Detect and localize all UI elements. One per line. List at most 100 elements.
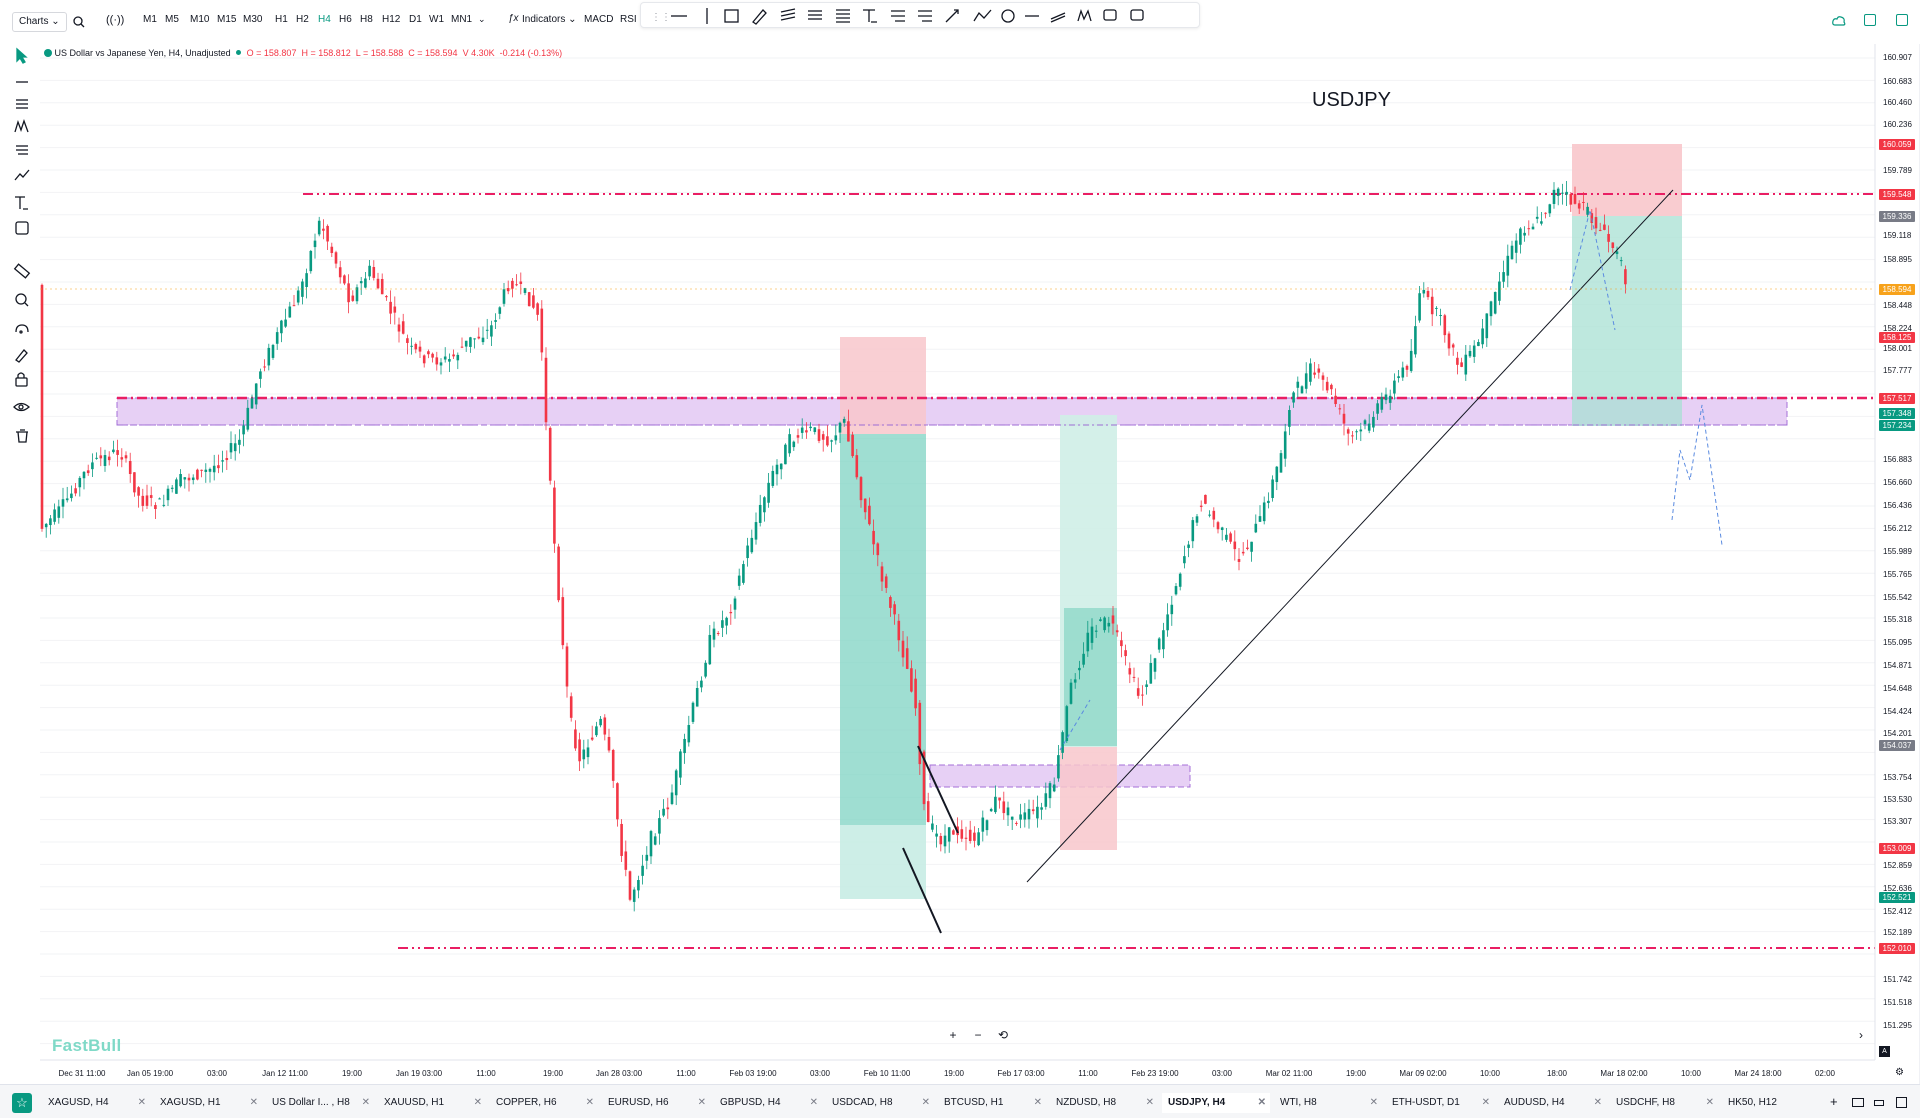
chart-title: USDJPY [1312, 89, 1391, 111]
symbol-tab[interactable]: USDJPY, H4 ✕ [1162, 1093, 1270, 1113]
candle-body [124, 455, 128, 459]
close-tab-icon[interactable]: ✕ [361, 1097, 370, 1108]
candle-body [943, 835, 947, 847]
charts-menu-button[interactable]: Charts ⌄ [12, 12, 67, 32]
close-tab-icon[interactable]: ✕ [473, 1097, 482, 1108]
timeframe-d1[interactable]: D1 [409, 14, 422, 25]
candle-body [1254, 523, 1258, 533]
symbol-tab[interactable]: EURUSD, H6 ✕ [602, 1093, 710, 1113]
timeframe-m30[interactable]: M30 [243, 14, 263, 25]
candle-body [998, 797, 1001, 801]
candle-body [679, 751, 682, 778]
candle-body [1372, 416, 1375, 428]
candle-body [918, 702, 922, 765]
close-tab-icon[interactable]: ✕ [1369, 1097, 1378, 1108]
chart-legend: US Dollar vs Japanese Yen, H4, Unadjuste… [44, 48, 562, 58]
symbol-tab[interactable]: XAGUSD, H4 ✕ [42, 1093, 150, 1113]
close-tab-icon[interactable]: ✕ [1033, 1097, 1042, 1108]
symbol-tab[interactable]: US Dollar I... , H8 ✕ [266, 1093, 374, 1113]
timeframe-h8[interactable]: H8 [360, 14, 373, 25]
symbol-tab[interactable]: ETH-USDT, D1 ✕ [1386, 1093, 1494, 1113]
symbol-tab-label: USDCAD, H8 [832, 1097, 893, 1108]
close-tab-icon[interactable]: ✕ [1705, 1097, 1714, 1108]
price-axis-label: 154.424 [1883, 707, 1912, 716]
symbol-tab[interactable]: AUDUSD, H4 ✕ [1498, 1093, 1606, 1113]
add-tab-icon[interactable]: + [1830, 1094, 1838, 1109]
reset-chart-button[interactable]: ⟲ [997, 1028, 1009, 1042]
timeframe-m15[interactable]: M15 [217, 14, 237, 25]
symbol-tab-label: XAUUSD, H1 [384, 1097, 445, 1108]
close-tab-icon[interactable]: ✕ [1481, 1097, 1490, 1108]
time-axis-label: Jan 28 03:00 [595, 1069, 643, 1078]
timeframe-mn1[interactable]: MN1 [451, 14, 473, 25]
close-tab-icon[interactable]: ✕ [1145, 1097, 1154, 1108]
symbol-tab[interactable]: USDCHF, H8 ✕ [1610, 1093, 1718, 1113]
close-panel-icon[interactable] [1896, 1097, 1907, 1108]
symbol-tab[interactable]: WTI, H8 ✕ [1274, 1093, 1382, 1113]
indicators-button[interactable]: Indicators ⌄ [522, 14, 577, 25]
rsi-button[interactable]: RSI [620, 14, 637, 25]
candle-body [532, 295, 535, 308]
close-tab-icon[interactable]: ✕ [585, 1097, 594, 1108]
close-tab-icon[interactable]: ✕ [809, 1097, 818, 1108]
close-tab-icon[interactable]: ✕ [1593, 1097, 1602, 1108]
favorites-star-icon[interactable]: ☆ [12, 1093, 32, 1113]
external-link-icon[interactable] [1864, 14, 1876, 26]
timeframe-h2[interactable]: H2 [296, 14, 309, 25]
candle-body [897, 620, 901, 641]
close-tab-icon[interactable]: ✕ [921, 1097, 930, 1108]
candle-body [716, 633, 720, 635]
zoom-in-button[interactable]: + [949, 1028, 957, 1042]
symbol-tab[interactable]: COPPER, H6 ✕ [490, 1093, 598, 1113]
compare-icon[interactable]: ((·)) [106, 14, 125, 26]
brush-icon [15, 349, 28, 363]
close-tab-icon[interactable]: ✕ [697, 1097, 706, 1108]
symbol-tab[interactable]: XAUUSD, H1 ✕ [378, 1093, 486, 1113]
close-tab-icon[interactable]: ✕ [1257, 1097, 1266, 1108]
timeframe-h12[interactable]: H12 [382, 14, 401, 25]
left-drawing-toolbar [0, 44, 44, 1084]
time-axis-label: 19:00 [943, 1069, 965, 1078]
auto-scale-button[interactable]: A [1879, 1046, 1890, 1057]
candle-body [65, 498, 69, 501]
cloud-sync-icon[interactable] [1832, 14, 1846, 26]
symbol-tab[interactable]: NZDUSD, H8 ✕ [1050, 1093, 1158, 1113]
candle-body [847, 421, 850, 442]
candle-body [57, 506, 61, 518]
symbol-tab[interactable]: BTCUSD, H1 ✕ [938, 1093, 1046, 1113]
timeframe-h6[interactable]: H6 [339, 14, 352, 25]
scale-settings-icon[interactable]: ⚙ [1895, 1067, 1904, 1078]
timeframe-more-icon[interactable]: ⌄ [478, 14, 486, 24]
timeframe-m5[interactable]: M5 [165, 14, 179, 25]
symbol-tab[interactable]: XAGUSD, H1 ✕ [154, 1093, 262, 1113]
timeframe-h4[interactable]: H4 [318, 14, 331, 25]
close-tab-icon[interactable]: ✕ [137, 1097, 146, 1108]
timeframe-m1[interactable]: M1 [143, 14, 157, 25]
close-tab-icon[interactable]: ✕ [249, 1097, 258, 1108]
projection-path-2 [1569, 209, 1616, 331]
candle-body [238, 439, 241, 445]
candle-body [1506, 255, 1510, 276]
timeframe-m10[interactable]: M10 [190, 14, 210, 25]
candle-body [1078, 667, 1081, 671]
timeframe-h1[interactable]: H1 [275, 14, 288, 25]
fullscreen-icon[interactable] [1896, 14, 1908, 26]
time-axis-label: Feb 03 19:00 [729, 1069, 777, 1078]
short-position-2-stop [1572, 144, 1682, 216]
zoom-out-button[interactable]: − [974, 1028, 982, 1042]
macd-button[interactable]: MACD [584, 14, 614, 25]
minimize-icon[interactable] [1874, 1100, 1884, 1106]
layout-icon[interactable] [1852, 1098, 1864, 1107]
scroll-right-button[interactable]: › [1859, 1028, 1863, 1042]
symbol-tab[interactable]: HK50, H12 [1722, 1093, 1830, 1113]
symbol-tab-label: GBPUSD, H4 [720, 1097, 781, 1108]
search-icon[interactable] [73, 15, 85, 28]
candle-body [410, 345, 413, 347]
candle-body [616, 783, 619, 820]
symbol-tab[interactable]: USDCAD, H8 ✕ [826, 1093, 934, 1113]
legend-symbol[interactable]: US Dollar vs Japanese Yen, H4, Unadjuste… [54, 48, 231, 58]
symbol-tab[interactable]: GBPUSD, H4 ✕ [714, 1093, 822, 1113]
timeframe-w1[interactable]: W1 [429, 14, 444, 25]
